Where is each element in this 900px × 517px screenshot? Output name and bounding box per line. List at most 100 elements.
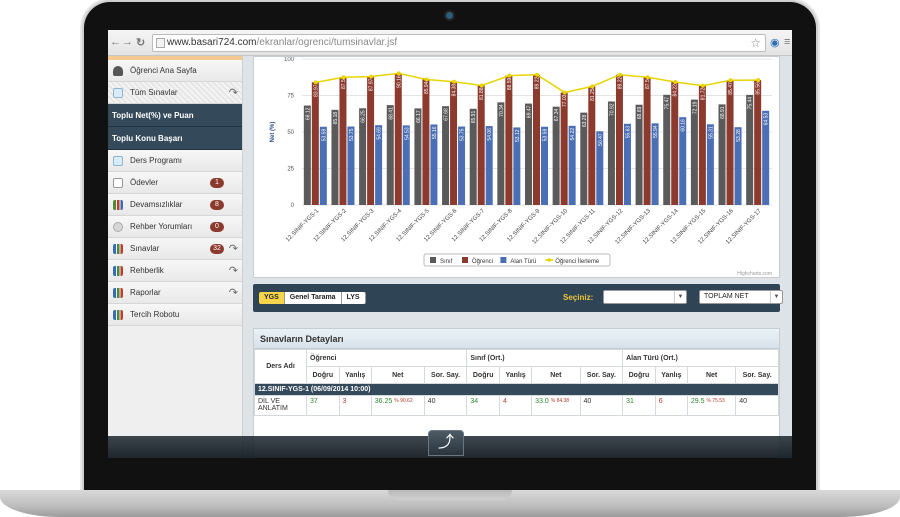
sidebar-item-all-exams[interactable]: Tüm Sınavlar ↷: [108, 82, 242, 104]
tab-genel-tarama[interactable]: Genel Tarama: [284, 292, 342, 304]
data-label: 89.22: [535, 77, 541, 90]
data-label: 53.59: [321, 129, 327, 142]
data-label: 85.94: [424, 81, 430, 94]
data-label: 85.56: [756, 82, 762, 95]
y-tick-label: 25: [287, 167, 294, 173]
back-icon[interactable]: ←: [110, 36, 121, 48]
col-header: Sor. Say.: [423, 366, 468, 384]
bar: [319, 126, 327, 205]
data-label: 90.16: [396, 75, 402, 88]
bar: [671, 82, 679, 205]
legend-label: Öğrenci: [472, 258, 493, 265]
sidebar-item-label: Sınavlar: [130, 244, 160, 253]
exam-select[interactable]: ▼: [603, 290, 687, 304]
sidebar-item-label: Devamsızlıklar: [130, 200, 183, 209]
sidebar-item-preference-robot[interactable]: Tercih Robotu: [108, 304, 242, 326]
sidebar-item-label: Tüm Sınavlar: [130, 88, 178, 97]
net-value: 36.25: [374, 398, 393, 405]
extension-icon[interactable]: ◉: [770, 37, 780, 49]
data-label: 55.16: [432, 126, 438, 139]
line-point: [479, 83, 484, 88]
net-value: 33.0: [535, 398, 549, 405]
forward-icon[interactable]: →: [122, 36, 133, 48]
sidebar-item-homework[interactable]: Ödevler 1: [108, 172, 242, 194]
chevron-down-icon: ▼: [674, 291, 686, 303]
details-title: Sınavların Detayları: [254, 329, 779, 349]
metric-select-value: TOPLAM NET: [704, 293, 749, 300]
sidebar-item-guidance[interactable]: Rehberlik ↷: [108, 260, 242, 282]
chart-credit: Highcharts.com: [737, 271, 772, 277]
bar: [525, 103, 532, 205]
bar: [690, 99, 698, 205]
data-label: 84.38: [452, 84, 458, 97]
sidebar-subitem-net-score[interactable]: Toplu Net(%) ve Puan: [108, 104, 242, 127]
bar: [513, 127, 521, 205]
chevron-down-icon: ▼: [770, 291, 782, 303]
data-label: 75.44: [748, 97, 754, 110]
menu-icon[interactable]: ≡: [784, 36, 791, 48]
data-label: 54.69: [377, 127, 383, 140]
metric-select[interactable]: TOPLAM NET ▼: [699, 290, 783, 304]
chart-panel: 0 25 50 75 100 Net (%) 68.12 83.97 53.59 12.SINIF…: [253, 56, 780, 278]
bar: [497, 102, 505, 205]
data-label: 53.12: [515, 129, 521, 142]
bar: [311, 82, 319, 205]
sheet-icon: [113, 88, 123, 98]
bar-chart-icon: [113, 288, 123, 298]
bookmark-star-icon[interactable]: ☆: [750, 36, 761, 50]
line-point: [645, 75, 650, 80]
bar: [331, 109, 339, 205]
bar: [698, 85, 706, 205]
bar: [754, 80, 762, 205]
cell-net: 36.25 % 90.62: [370, 395, 425, 416]
sidebar-subitem-topic-success[interactable]: Toplu Konu Başarı: [108, 127, 242, 150]
data-label: 53.59: [543, 129, 549, 142]
home-icon: [113, 66, 123, 76]
tab-ygs[interactable]: YGS: [259, 292, 285, 304]
sidebar-item-schedule[interactable]: Ders Programı: [108, 150, 242, 172]
col-header: Yanlış: [654, 366, 688, 384]
data-label: 63.28: [582, 114, 588, 127]
net-percent: % 75.53: [706, 398, 725, 404]
data-label: 67.34: [554, 108, 560, 121]
data-label: 55.63: [625, 126, 631, 139]
count-badge: 8: [210, 200, 224, 210]
legend-point-symbol: [547, 258, 551, 262]
sheet-icon: [113, 156, 123, 166]
bar: [679, 117, 687, 205]
bar: [469, 108, 477, 205]
tab-lys[interactable]: LYS: [341, 292, 366, 304]
net-percent: % 84.38: [550, 398, 570, 404]
bar: [303, 105, 311, 205]
reload-icon[interactable]: ↻: [136, 37, 146, 49]
bar: [568, 125, 576, 205]
bar: [607, 101, 615, 205]
data-label: 87.97: [369, 78, 375, 91]
group-alan: Alan Türü (Ort.): [622, 349, 779, 367]
sidebar-item-home[interactable]: Öğrenci Ana Sayfa: [108, 60, 242, 82]
y-axis-label: Net (%): [270, 122, 276, 143]
legend-symbol: [500, 257, 507, 263]
sidebar-item-absences[interactable]: Devamsızlıklar 8: [108, 194, 242, 216]
line-point: [424, 77, 429, 82]
data-label: 69.47: [527, 105, 533, 118]
sidebar-item-counselor-comments[interactable]: Rehber Yorumları 0: [108, 216, 242, 238]
data-label: 65.91: [471, 111, 477, 124]
data-label: 66.25: [361, 110, 367, 123]
address-bar[interactable]: www.basari724.com/ekranlar/ogrenci/tumsi…: [152, 34, 766, 52]
cell-soru-sayisi: 40: [579, 395, 624, 416]
sidebar-item-label: Rehberlik: [130, 266, 164, 275]
sidebar-top-strip: [108, 56, 242, 60]
sidebar-item-reports[interactable]: Raporlar ↷: [108, 282, 242, 304]
col-header: Doğru: [622, 366, 656, 384]
data-label: 70.34: [499, 104, 505, 117]
line-point: [535, 72, 539, 77]
cell-dogru: 34: [466, 395, 500, 416]
scroll-top-button[interactable]: ⤴: [428, 430, 464, 456]
data-label: 54.06: [487, 128, 493, 141]
bar: [635, 104, 643, 205]
bar-chart-icon: [113, 266, 123, 276]
line-point: [507, 73, 512, 78]
sidebar-item-exams[interactable]: Sınavlar 32 ↷: [108, 238, 242, 260]
url-path: /ekranlar/ogrenci/tumsinavlar.jsf: [256, 37, 398, 48]
